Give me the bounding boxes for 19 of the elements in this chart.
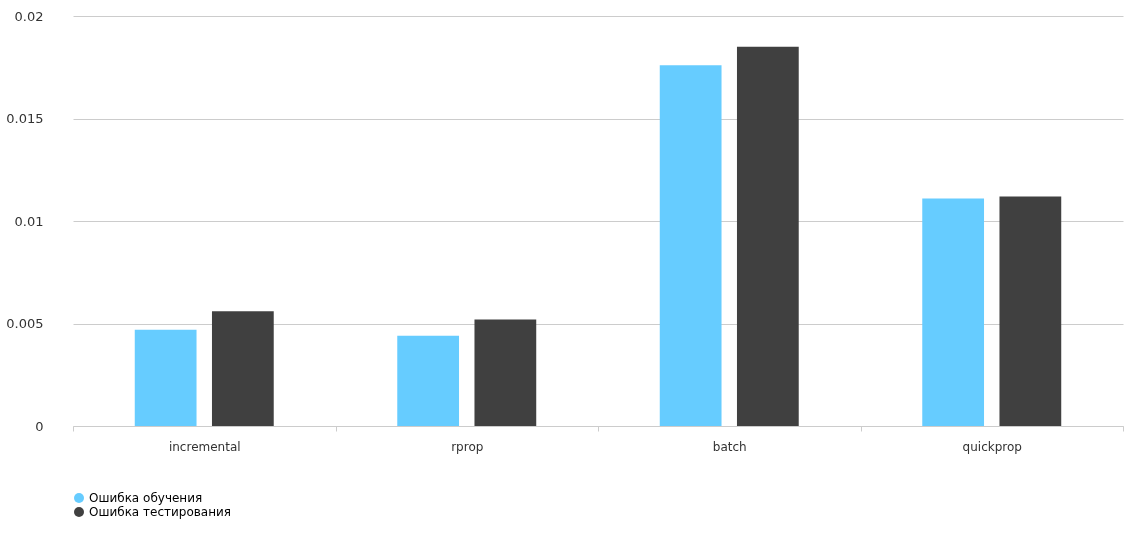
bar bbox=[474, 319, 537, 426]
x-tick-label: rprop bbox=[451, 439, 484, 454]
x-tick-label: quickprop bbox=[962, 439, 1022, 454]
y-tick-label: 0 bbox=[35, 418, 44, 434]
x-tick-label: incremental bbox=[168, 439, 241, 454]
bar bbox=[659, 65, 722, 426]
bar bbox=[134, 329, 197, 426]
x-tick-label: batch bbox=[712, 439, 747, 454]
y-tick-label: 0.005 bbox=[6, 316, 44, 331]
bar bbox=[999, 196, 1062, 426]
y-tick-label: 0.02 bbox=[14, 8, 44, 24]
bar bbox=[736, 46, 799, 426]
bar bbox=[397, 335, 460, 426]
y-tick-label: 0.01 bbox=[14, 213, 44, 229]
bar bbox=[922, 198, 985, 426]
legend-label: Ошибка тестирования bbox=[89, 505, 232, 519]
bar bbox=[211, 311, 274, 426]
y-tick-label: 0.015 bbox=[6, 111, 44, 126]
legend-label: Ошибка обучения bbox=[89, 491, 203, 505]
